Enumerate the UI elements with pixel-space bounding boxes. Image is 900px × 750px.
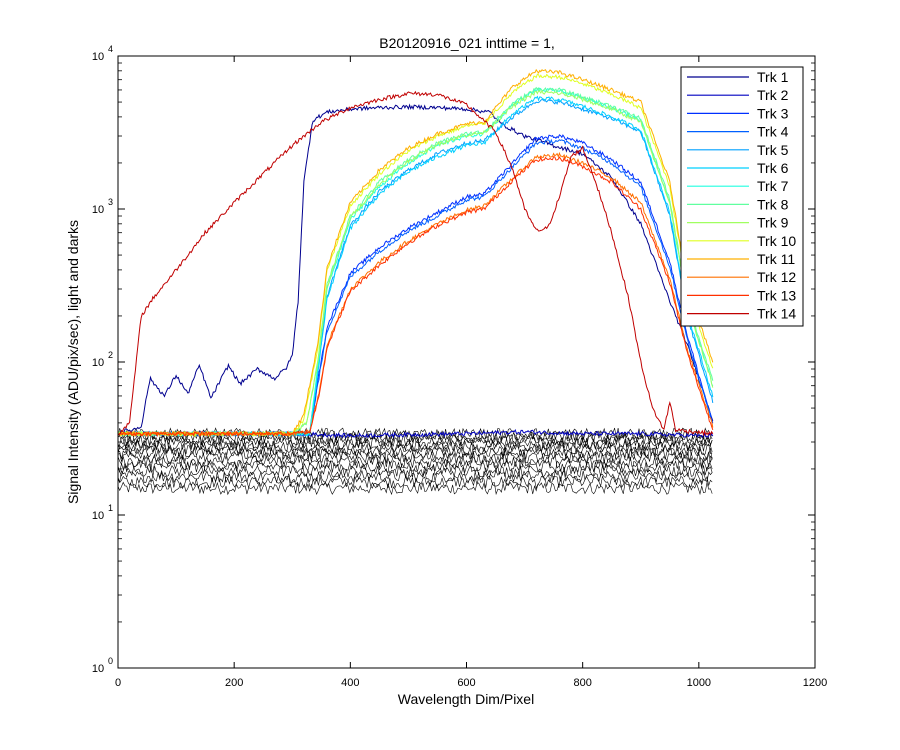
- x-axis: 0 200 400 600 800 1000 1200: [115, 56, 827, 689]
- series-line-trk-12: [117, 151, 714, 438]
- legend-label-trk-10: Trk 10: [757, 233, 796, 249]
- dark-trace-13: [117, 429, 713, 444]
- legend-label-trk-2: Trk 2: [757, 87, 789, 103]
- x-tick-label-0: 0: [115, 677, 121, 689]
- legend-label-trk-9: Trk 9: [757, 215, 789, 231]
- y-tick-label-base-4: 10: [92, 51, 104, 63]
- legend-label-trk-12: Trk 12: [757, 269, 796, 285]
- dark-trace-1: [117, 481, 713, 496]
- dark-traces: [117, 427, 713, 496]
- series-line-trk-13: [117, 155, 714, 438]
- chart-title: B20120916_021 inttime = 1,: [379, 35, 555, 51]
- series-line-trk-1: [117, 103, 714, 435]
- dark-trace-6: [117, 455, 713, 469]
- legend-box: [680, 66, 804, 327]
- y-axis-label: Signal Intensity (ADU/pix/sec), light an…: [65, 220, 81, 504]
- x-tick-label-600: 600: [457, 677, 475, 689]
- y-tick-label-base-0: 10: [92, 663, 104, 675]
- y-tick-label-base-3: 10: [92, 204, 104, 216]
- legend-label-trk-3: Trk 3: [757, 105, 789, 121]
- legend-label-trk-1: Trk 1: [757, 69, 789, 85]
- y-tick-label-base-2: 10: [92, 357, 104, 369]
- y-tick-label-exp-2: 2: [108, 350, 113, 360]
- legend-label-trk-8: Trk 8: [757, 196, 789, 212]
- dark-trace-2: [117, 475, 713, 489]
- dark-trace-8: [117, 446, 713, 461]
- y-tick-label-base-1: 10: [92, 510, 104, 522]
- x-tick-label-800: 800: [573, 677, 591, 689]
- x-tick-label-1000: 1000: [687, 677, 711, 689]
- dark-trace-5: [117, 459, 713, 474]
- legend-label-trk-5: Trk 5: [757, 142, 789, 158]
- x-tick-label-200: 200: [225, 677, 243, 689]
- y-axis: 10 0 10 1 10 2 10 3 10 4: [92, 44, 815, 675]
- dark-trace-3: [117, 469, 713, 484]
- legend-label-trk-6: Trk 6: [757, 160, 789, 176]
- x-tick-label-1200: 1200: [803, 677, 827, 689]
- legend-label-trk-14: Trk 14: [757, 306, 796, 322]
- dark-trace-4: [117, 464, 713, 479]
- y-tick-label-exp-3: 3: [108, 197, 113, 207]
- legend-entries: Trk 1 Trk 2 Trk 3 Trk 4 Trk 5 Trk 6 Trk 7 Trk 8…: [687, 69, 796, 322]
- series-line-trk-14: [117, 90, 714, 437]
- legend: Trk 1 Trk 2 Trk 3 Trk 4 Trk 5 Trk 6 Trk 7 Trk 8…: [680, 66, 804, 327]
- y-tick-label-exp-4: 4: [108, 44, 113, 54]
- dark-trace-7: [117, 450, 713, 465]
- x-tick-label-400: 400: [341, 677, 359, 689]
- legend-label-trk-13: Trk 13: [757, 287, 796, 303]
- legend-label-trk-11: Trk 11: [757, 251, 795, 267]
- y-tick-label-exp-0: 0: [108, 656, 113, 666]
- legend-label-trk-7: Trk 7: [757, 178, 789, 194]
- legend-label-trk-4: Trk 4: [757, 124, 789, 140]
- x-axis-label: Wavelength Dim/Pixel: [398, 691, 534, 707]
- y-tick-label-exp-1: 1: [108, 503, 113, 513]
- series-traces: [117, 68, 714, 439]
